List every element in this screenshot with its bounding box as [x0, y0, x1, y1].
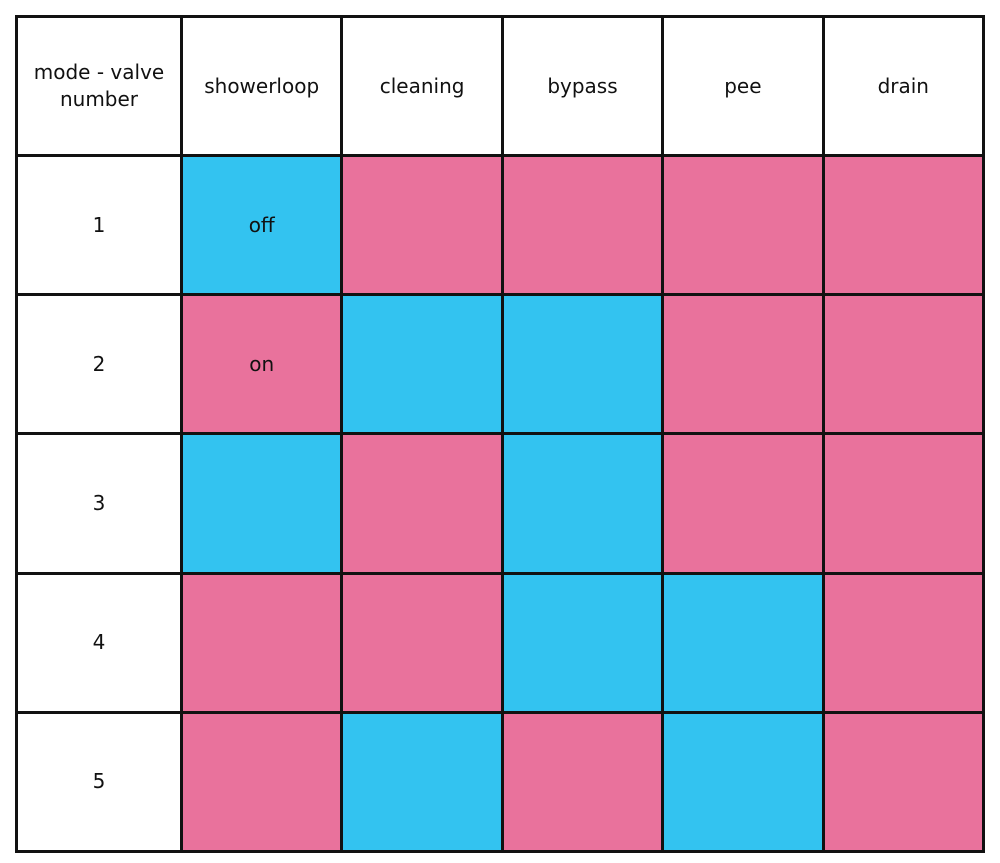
valve-cell [661, 293, 825, 436]
valve-cell [661, 154, 825, 297]
valve-cell [340, 710, 504, 853]
valve-cell [821, 571, 986, 714]
column-header: cleaning [340, 14, 504, 158]
valve-cell [661, 432, 825, 575]
valve-cell [821, 154, 986, 297]
row-label: 3 [15, 432, 183, 575]
valve-cell [179, 710, 344, 853]
row-label: 2 [15, 293, 183, 436]
valve-cell [500, 571, 665, 714]
row-label: 4 [15, 571, 183, 714]
valve-cell: on [179, 293, 344, 436]
valve-cell [821, 293, 986, 436]
table-row: 4 [15, 571, 986, 714]
valve-cell [661, 710, 825, 853]
table-row: 1 off [15, 154, 986, 297]
row-label: 1 [15, 154, 183, 297]
valve-cell [821, 710, 986, 853]
valve-cell [340, 571, 504, 714]
valve-cell [340, 293, 504, 436]
valve-cell [179, 432, 344, 575]
table-row: 3 [15, 432, 986, 575]
column-header: pee [661, 14, 825, 158]
valve-cell [340, 154, 504, 297]
valve-cell [500, 710, 665, 853]
valve-cell: off [179, 154, 344, 297]
valve-cell [500, 154, 665, 297]
valve-cell [500, 293, 665, 436]
valve-cell [821, 432, 986, 575]
column-header: showerloop [179, 14, 344, 158]
table-row: 5 [15, 710, 986, 853]
valve-cell [179, 571, 344, 714]
valve-cell [500, 432, 665, 575]
corner-header: mode - valve number [15, 14, 183, 158]
row-label: 5 [15, 710, 183, 853]
column-header: drain [821, 14, 986, 158]
table-row: 2 on [15, 293, 986, 436]
valve-cell [340, 432, 504, 575]
column-header: bypass [500, 14, 665, 158]
valve-cell [661, 571, 825, 714]
header-row: mode - valve number showerloop cleaning byp… [15, 14, 986, 158]
valve-table: mode - valve number showerloop cleaning byp… [15, 14, 986, 853]
